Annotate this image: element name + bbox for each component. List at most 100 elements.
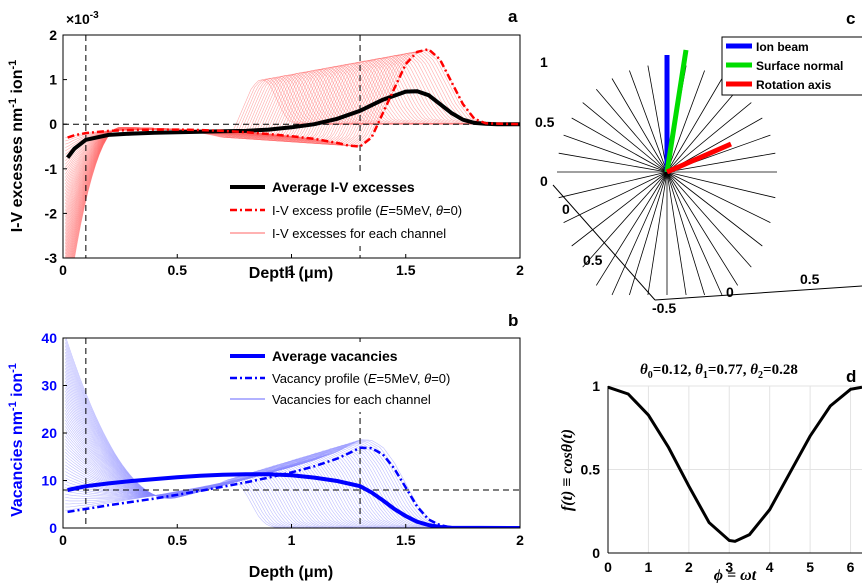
c-ytick-0: 0 — [726, 284, 734, 300]
c-ytick-05: 0.5 — [800, 271, 820, 287]
d-ylabel: f(t) ≡ cosθ(t) — [559, 429, 576, 511]
c-spoke-line — [666, 78, 723, 173]
b-series — [67, 446, 520, 528]
b-ytick-label: 0 — [49, 520, 57, 536]
c-spoke-line — [647, 65, 668, 173]
a-xlabel: Depth (μm) — [249, 265, 333, 282]
panel-c: c 1 0.5 0 0 0.5 -0.5 0 0.5 Ion beam Surf… — [535, 9, 862, 316]
c-spoke-line — [595, 171, 668, 286]
d-ytick-label: 1 — [592, 378, 600, 394]
a-ytick-label: 2 — [49, 27, 57, 43]
a-series-0-line — [66, 89, 520, 159]
c-legend-rotation: Rotation axis — [756, 78, 832, 92]
c-spoke-line — [647, 171, 668, 296]
panel-label-b: b — [508, 311, 518, 330]
b-xtick-label: 1 — [288, 532, 296, 548]
b-channel-curve — [65, 409, 520, 528]
b-legend-channel: Vacancies for each channel — [272, 392, 431, 407]
c-spoke-line — [582, 171, 668, 268]
c-legend-ion: Ion beam — [756, 40, 809, 54]
c-spoke-line — [666, 152, 776, 173]
panel-d: d θ0=0.12, θ1=0.77, θ2=0.28 0 1 2 3 4 5 6 0 0.5 1… — [559, 362, 862, 583]
b-xtick-label: 0.5 — [168, 532, 188, 548]
a-xtick-label: 1.5 — [396, 262, 416, 278]
c-spoke-line — [666, 171, 687, 296]
c-spoke-line — [666, 171, 771, 223]
a-ytick-label: -2 — [45, 205, 58, 221]
b-ytick-label: 10 — [41, 473, 57, 489]
d-series-line — [607, 385, 862, 543]
d-xtick-label: 0 — [604, 559, 612, 575]
c-spoke-line — [611, 171, 668, 296]
panel-label-c: c — [846, 9, 855, 28]
c-legend-normal: Surface normal — [756, 59, 843, 73]
a-xtick-label: 0.5 — [168, 262, 188, 278]
a-series-1-line — [67, 47, 520, 148]
b-xtick-label: 0 — [59, 532, 67, 548]
d-ytick-label: 0.5 — [581, 462, 601, 478]
c-xtick-0: 0 — [562, 201, 570, 217]
c-spoke-line — [571, 117, 668, 173]
d-xlabel: ϕ = ωt — [714, 567, 757, 583]
d-ytick-label: 0 — [592, 545, 600, 561]
a-ytick-label: -1 — [45, 161, 58, 177]
c-axis-edge-front — [552, 184, 656, 301]
a-legend-profile: I-V excess profile (E=5MeV, θ=0) — [272, 203, 462, 218]
c-spokes — [557, 64, 777, 296]
c-spoke-line — [666, 89, 739, 173]
c-spoke-line — [629, 171, 668, 296]
d-title: θ0=0.12, θ1=0.77, θ2=0.28 — [640, 362, 798, 381]
b-legend-avg: Average vacancies — [272, 348, 398, 364]
c-ztick-1: 1 — [540, 54, 548, 70]
panel-a: 0 0.5 1 1.5 2 -3 -2 -1 0 1 2 ×10-3 Depth (μm) I-V … — [7, 7, 524, 282]
d-xtick-label: 6 — [847, 559, 855, 575]
a-xtick-label: 1 — [288, 262, 296, 278]
a-legend-avg: Average I-V excesses — [272, 179, 415, 195]
b-series-1-line — [67, 446, 520, 528]
c-xtick-05: 0.5 — [583, 252, 603, 268]
a-ytick-label: -3 — [45, 250, 58, 266]
c-spoke-line — [629, 70, 668, 173]
b-ytick-label: 40 — [41, 330, 57, 346]
c-spoke-line — [666, 171, 739, 286]
a-legend-channel: I-V excesses for each channel — [272, 226, 446, 241]
c-spoke-line — [666, 70, 705, 173]
c-legend: Ion beam Surface normal Rotation axis — [721, 36, 862, 96]
a-legend-bg — [225, 172, 515, 246]
a-ylabel: I-V excesses nm-1 ion-1 — [7, 60, 26, 233]
b-xtick-label: 1.5 — [396, 532, 416, 548]
c-spoke-line — [563, 171, 668, 223]
d-xtick-label: 5 — [806, 559, 814, 575]
a-legend: Average I-V excesses I-V excess profile … — [225, 172, 515, 246]
a-series — [66, 47, 520, 159]
c-ztick-0: 0 — [540, 173, 548, 189]
c-spoke-line — [611, 78, 668, 173]
d-ticks: 0 1 2 3 4 5 6 0 0.5 1 — [581, 378, 855, 575]
b-ytick-label: 30 — [41, 378, 57, 394]
c-spoke-line — [558, 171, 668, 199]
c-spoke-line — [563, 134, 668, 173]
d-xtick-label: 3 — [725, 559, 733, 575]
d-xtick-label: 1 — [645, 559, 653, 575]
c-spoke-line — [666, 171, 776, 199]
a-ytick-label: 1 — [49, 72, 57, 88]
panel-label-d: d — [846, 367, 856, 386]
d-xtick-label: 2 — [685, 559, 693, 575]
c-spoke-line — [666, 171, 752, 268]
b-xtick-label: 2 — [516, 532, 524, 548]
a-ytick-label: 0 — [49, 116, 57, 132]
d-xtick-label: 4 — [766, 559, 774, 575]
c-spoke-line — [558, 152, 668, 173]
c-spoke-line — [595, 89, 668, 173]
a-xtick-label: 0 — [59, 262, 67, 278]
c-surface-normal-vector — [664, 49, 689, 173]
c-spoke-line — [666, 171, 763, 247]
b-ylabel: Vacancies nm-1 ion-1 — [7, 363, 26, 517]
b-channel-family — [65, 338, 520, 528]
d-series — [607, 385, 862, 543]
c-ztick-05: 0.5 — [535, 114, 555, 130]
panel-label-a: a — [508, 7, 518, 26]
